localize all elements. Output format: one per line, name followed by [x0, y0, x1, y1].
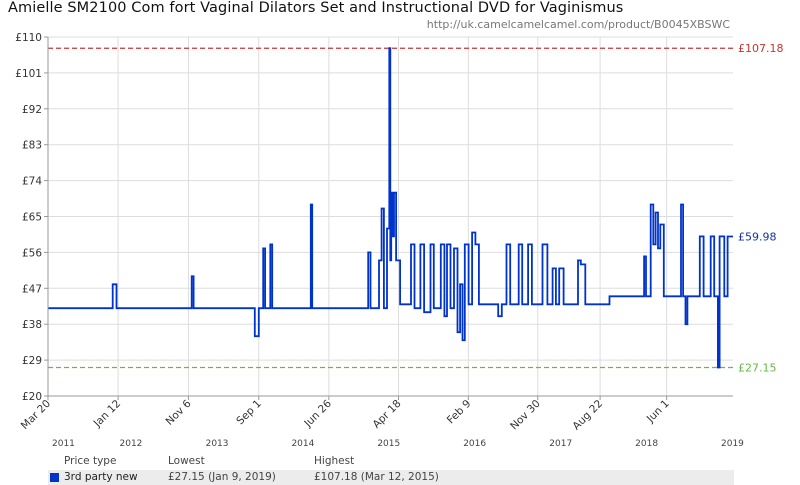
reference-line-label: £27.15: [738, 361, 777, 374]
x-tick-label: Nov 6: [163, 397, 193, 427]
x-tick-label: Sep 1: [234, 398, 264, 428]
series-color-swatch: [50, 473, 59, 482]
x-tick-label: Apr 18: [370, 398, 403, 431]
legend-row: 3rd party new £27.15 (Jan 9, 2019) £107.…: [48, 470, 734, 485]
series-line: [48, 47, 733, 369]
legend-table: Price type Lowest Highest 3rd party new …: [48, 454, 734, 485]
reference-line-label: £107.18: [738, 42, 784, 55]
year-label: 2018: [635, 439, 658, 449]
price-history-chart: £107.18 £27.15 £59.98 £20 £29 £38 £47 £56 £65 £7…: [15, 32, 784, 449]
y-tick-label: £47: [22, 283, 42, 295]
legend-series-name: 3rd party new: [64, 471, 138, 483]
legend-header-row: Price type Lowest Highest: [48, 454, 734, 469]
x-tick-label: Jun 1: [644, 398, 672, 426]
y-tick-label: £101: [15, 68, 42, 80]
y-tick-label: £20: [22, 391, 42, 403]
y-tick-label: £65: [22, 212, 42, 224]
y-tick-label: £38: [22, 319, 42, 331]
legend-header-price-type: Price type: [64, 455, 117, 467]
y-tick-label: £74: [22, 176, 42, 188]
series-layer: [48, 47, 733, 369]
y-tick-label: £110: [15, 32, 42, 44]
legend-highest-value: £107.18 (Mar 12, 2015): [314, 471, 439, 483]
y-tick-label: £83: [22, 140, 42, 152]
x-tick-label: Feb 9: [445, 398, 474, 427]
year-label: 2015: [377, 439, 400, 449]
year-label: 2011: [52, 439, 75, 449]
source-url[interactable]: http://uk.camelcamelcamel.com/product/B0…: [426, 18, 730, 31]
y-tick-label: £29: [22, 355, 42, 367]
y-tick-label: £56: [22, 247, 42, 259]
x-tick-label: Jan 12: [91, 398, 123, 430]
year-label: 2014: [291, 439, 314, 449]
x-tick-label: Jun 26: [301, 397, 334, 430]
year-label: 2019: [721, 439, 744, 449]
current-value-label: £59.98: [738, 231, 777, 244]
year-label: 2017: [549, 439, 572, 449]
year-label: 2012: [120, 439, 143, 449]
x-tick-label: Nov 30: [508, 398, 543, 433]
x-tick-label: Aug 22: [570, 398, 605, 433]
year-label: 2013: [206, 439, 229, 449]
legend-header-highest: Highest: [314, 455, 355, 467]
y-tick-label: £92: [22, 104, 42, 116]
reference-lines: £107.18 £27.15 £59.98: [48, 42, 784, 374]
year-label: 2016: [463, 439, 486, 449]
chart-title: Amielle SM2100 Com fort Vaginal Dilators…: [8, 0, 624, 16]
legend-lowest-value: £27.15 (Jan 9, 2019): [168, 471, 276, 483]
legend-header-lowest: Lowest: [168, 455, 205, 467]
